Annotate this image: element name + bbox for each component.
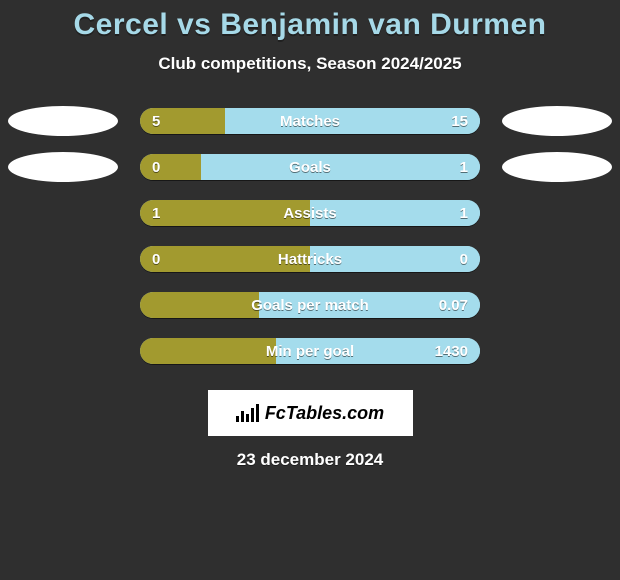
stat-bar: Min per goal1430 bbox=[140, 338, 480, 364]
player2-bar-fill bbox=[310, 200, 480, 226]
fctables-logo: FcTables.com bbox=[208, 390, 413, 436]
player1-value: 0 bbox=[152, 154, 160, 180]
player1-oval bbox=[8, 152, 118, 182]
player1-oval bbox=[8, 106, 118, 136]
player2-bar-fill bbox=[201, 154, 480, 180]
player2-value: 0 bbox=[460, 246, 468, 272]
player1-bar-fill bbox=[140, 338, 276, 364]
player2-value: 1 bbox=[460, 154, 468, 180]
stat-bar: Assists11 bbox=[140, 200, 480, 226]
stat-bar: Goals01 bbox=[140, 154, 480, 180]
stat-bar: Matches515 bbox=[140, 108, 480, 134]
player2-value: 1430 bbox=[435, 338, 468, 364]
player2-oval bbox=[502, 106, 612, 136]
stat-row: Goals per match0.07 bbox=[0, 282, 620, 328]
stat-row: Assists11 bbox=[0, 190, 620, 236]
stats-list: Matches515Goals01Assists11Hattricks00Goa… bbox=[0, 98, 620, 374]
player1-bar-fill bbox=[140, 154, 201, 180]
player1-bar-fill bbox=[140, 200, 310, 226]
player2-value: 15 bbox=[451, 108, 468, 134]
comparison-infographic: Cercel vs Benjamin van Durmen Club compe… bbox=[0, 0, 620, 580]
bar-chart-icon bbox=[236, 404, 259, 422]
player2-value: 1 bbox=[460, 200, 468, 226]
stat-row: Goals01 bbox=[0, 144, 620, 190]
player1-value: 5 bbox=[152, 108, 160, 134]
player1-value: 0 bbox=[152, 246, 160, 272]
page-title: Cercel vs Benjamin van Durmen bbox=[0, 8, 620, 42]
stat-bar: Hattricks00 bbox=[140, 246, 480, 272]
logo-text: FcTables.com bbox=[265, 403, 384, 424]
player2-bar-fill bbox=[310, 246, 480, 272]
stat-bar: Goals per match0.07 bbox=[140, 292, 480, 318]
stat-row: Hattricks00 bbox=[0, 236, 620, 282]
footer-date: 23 december 2024 bbox=[0, 450, 620, 470]
stat-row: Matches515 bbox=[0, 98, 620, 144]
player1-value: 1 bbox=[152, 200, 160, 226]
stat-row: Min per goal1430 bbox=[0, 328, 620, 374]
subtitle: Club competitions, Season 2024/2025 bbox=[0, 54, 620, 74]
player1-bar-fill bbox=[140, 246, 310, 272]
player2-value: 0.07 bbox=[439, 292, 468, 318]
player1-bar-fill bbox=[140, 292, 259, 318]
player2-bar-fill bbox=[225, 108, 480, 134]
player2-oval bbox=[502, 152, 612, 182]
